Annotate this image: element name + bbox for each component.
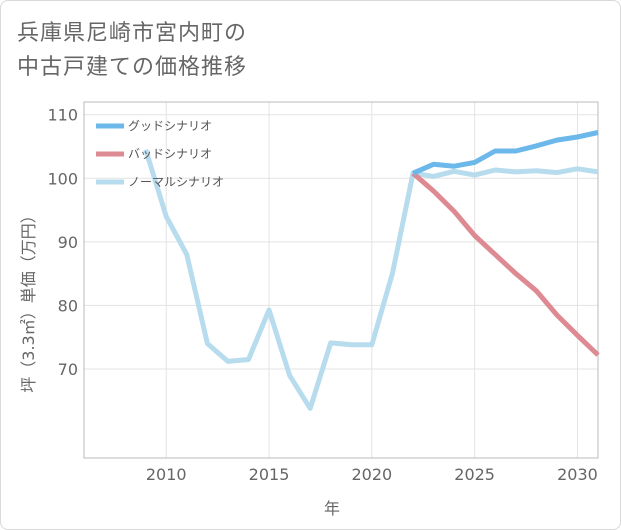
series-line-0 (412, 130, 599, 176)
series-lines (143, 130, 600, 411)
plot-frame (83, 101, 599, 459)
y-axis-ticks: 70 80 90 100 110 (47, 106, 78, 379)
x-tick-label: 2025 (454, 465, 495, 484)
legend-label: バッドシナリオ (128, 147, 212, 161)
x-tick-label: 2010 (146, 465, 187, 484)
x-tick-label: 2030 (557, 465, 598, 484)
chart-title-line-2: 中古戸建ての価格推移 (17, 55, 248, 80)
legend-label: ノーマルシナリオ (128, 175, 224, 189)
x-axis-label: 年 (324, 499, 340, 518)
x-tick-label: 2020 (351, 465, 392, 484)
y-axis-label: 坪（3.3㎡）単価（万円） (19, 207, 38, 392)
x-axis-ticks: 2010 2015 2020 2025 2030 (146, 465, 598, 484)
y-tick-label: 100 (47, 169, 78, 188)
y-tick-label: 80 (58, 296, 78, 315)
x-tick-label: 2015 (249, 465, 290, 484)
legend-label: グッドシナリオ (128, 119, 212, 133)
series-line-1 (411, 171, 600, 357)
y-tick-label: 90 (58, 233, 78, 252)
y-tick-label: 70 (58, 360, 78, 379)
chart-title-line-1: 兵庫県尼崎市宮内町の (17, 21, 248, 46)
series-line-2 (143, 148, 599, 411)
y-tick-label: 110 (47, 106, 78, 125)
chart-title: 兵庫県尼崎市宮内町の 中古戸建ての価格推移 (17, 17, 247, 85)
